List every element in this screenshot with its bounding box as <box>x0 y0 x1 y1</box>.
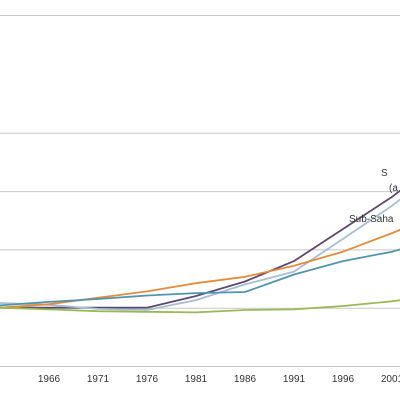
x-tick-label: 1991 <box>283 374 306 385</box>
series-lines <box>0 189 400 314</box>
x-tick-label: 1981 <box>185 374 208 385</box>
annotation-south-asia-label: S <box>381 168 388 179</box>
x-tick-label: 1971 <box>87 374 110 385</box>
series-line-4 <box>0 248 400 307</box>
series-line-5 <box>0 299 400 314</box>
series-line-2 <box>0 198 400 311</box>
gridlines <box>0 15 400 367</box>
x-tick-label: 1986 <box>234 374 257 385</box>
x-tick-label: 1966 <box>38 374 61 385</box>
annotation-south-asia-sublabel: (a <box>389 183 398 194</box>
x-tick-label: 1976 <box>136 374 159 385</box>
x-tick-label: 1996 <box>332 374 355 385</box>
series-annotations: S (a Sub-Saha <box>349 168 398 225</box>
series-line-1 <box>0 189 400 309</box>
x-tick-label: 2001 <box>381 374 400 385</box>
annotation-sub-saharan-label: Sub-Saha <box>349 214 394 225</box>
x-axis-tick-labels: 1966197119761981198619911996200120 <box>38 374 400 385</box>
